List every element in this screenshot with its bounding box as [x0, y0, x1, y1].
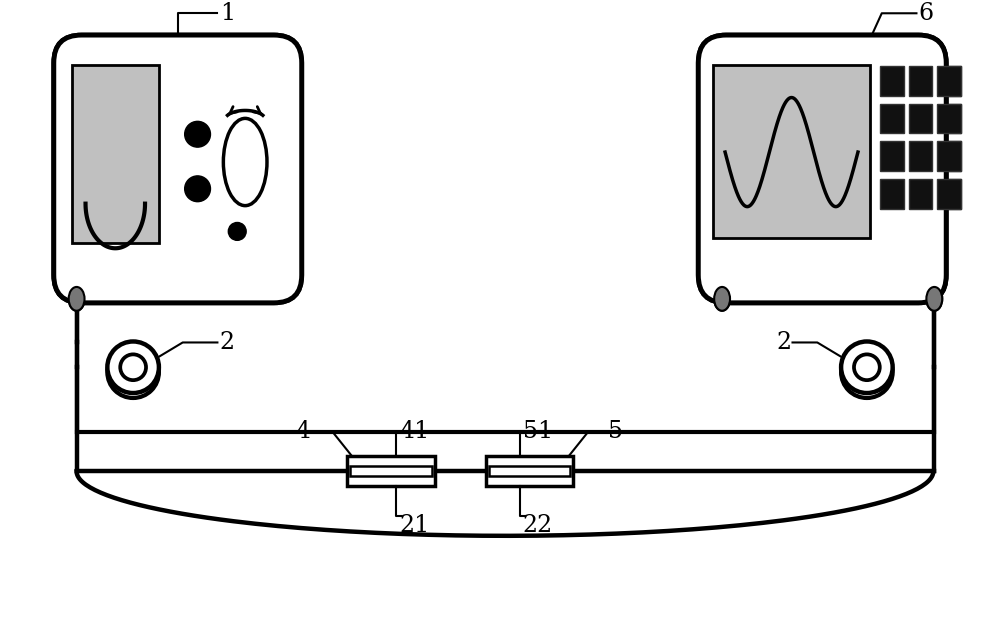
- Circle shape: [185, 176, 210, 202]
- Ellipse shape: [223, 118, 267, 205]
- Circle shape: [107, 341, 159, 393]
- FancyBboxPatch shape: [909, 141, 932, 171]
- Circle shape: [185, 121, 210, 147]
- Text: 51: 51: [523, 420, 553, 443]
- Circle shape: [185, 176, 210, 202]
- Text: 1: 1: [220, 2, 235, 25]
- FancyBboxPatch shape: [937, 141, 961, 171]
- FancyBboxPatch shape: [880, 179, 904, 209]
- Ellipse shape: [926, 287, 942, 311]
- Text: 22: 22: [523, 514, 553, 537]
- FancyBboxPatch shape: [72, 65, 159, 243]
- Circle shape: [228, 222, 246, 240]
- FancyBboxPatch shape: [937, 141, 961, 171]
- FancyBboxPatch shape: [698, 35, 946, 303]
- Text: 4: 4: [295, 420, 310, 443]
- FancyBboxPatch shape: [909, 104, 932, 133]
- FancyBboxPatch shape: [486, 456, 573, 486]
- FancyBboxPatch shape: [489, 466, 570, 477]
- FancyBboxPatch shape: [54, 35, 302, 303]
- FancyBboxPatch shape: [909, 179, 932, 209]
- FancyBboxPatch shape: [880, 179, 904, 209]
- Circle shape: [841, 341, 893, 393]
- Ellipse shape: [69, 287, 85, 311]
- Text: 21: 21: [400, 514, 430, 537]
- Circle shape: [185, 121, 210, 147]
- Ellipse shape: [714, 287, 730, 311]
- FancyBboxPatch shape: [937, 179, 961, 209]
- FancyBboxPatch shape: [880, 141, 904, 171]
- FancyBboxPatch shape: [937, 66, 961, 95]
- Circle shape: [228, 222, 246, 240]
- FancyBboxPatch shape: [713, 65, 870, 238]
- FancyBboxPatch shape: [909, 179, 932, 209]
- Text: 6: 6: [919, 2, 934, 25]
- FancyBboxPatch shape: [880, 66, 904, 95]
- FancyBboxPatch shape: [350, 466, 432, 477]
- Ellipse shape: [223, 118, 267, 205]
- FancyBboxPatch shape: [937, 66, 961, 95]
- FancyBboxPatch shape: [880, 141, 904, 171]
- FancyBboxPatch shape: [698, 35, 946, 303]
- FancyBboxPatch shape: [880, 104, 904, 133]
- FancyBboxPatch shape: [4, 293, 996, 632]
- Ellipse shape: [714, 287, 730, 311]
- FancyBboxPatch shape: [347, 456, 435, 486]
- FancyBboxPatch shape: [713, 65, 870, 238]
- FancyBboxPatch shape: [72, 65, 159, 243]
- Circle shape: [120, 355, 146, 380]
- FancyBboxPatch shape: [937, 179, 961, 209]
- FancyBboxPatch shape: [937, 104, 961, 133]
- FancyBboxPatch shape: [880, 104, 904, 133]
- Circle shape: [854, 355, 880, 380]
- Text: 41: 41: [400, 420, 430, 443]
- FancyBboxPatch shape: [909, 141, 932, 171]
- FancyBboxPatch shape: [880, 66, 904, 95]
- Ellipse shape: [926, 287, 942, 311]
- FancyBboxPatch shape: [909, 104, 932, 133]
- FancyBboxPatch shape: [54, 35, 302, 303]
- FancyBboxPatch shape: [909, 66, 932, 95]
- Text: 2: 2: [776, 331, 791, 354]
- Ellipse shape: [69, 287, 85, 311]
- FancyBboxPatch shape: [909, 66, 932, 95]
- Text: 2: 2: [220, 331, 235, 354]
- FancyBboxPatch shape: [937, 104, 961, 133]
- Text: 5: 5: [608, 420, 623, 443]
